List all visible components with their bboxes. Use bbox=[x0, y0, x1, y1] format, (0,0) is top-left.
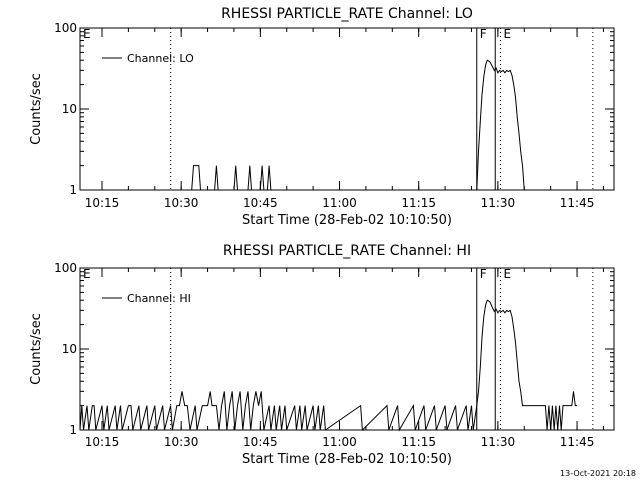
x-tick-label: 11:15 bbox=[401, 196, 436, 210]
chart-panel-1: RHESSI PARTICLE_RATE Channel: HI 1 10 100 10… bbox=[29, 243, 615, 467]
x-tick-label: 11:15 bbox=[401, 435, 436, 449]
x-tick-label: 10:30 bbox=[164, 435, 199, 449]
x-tick-label: 11:30 bbox=[481, 196, 516, 210]
x-tick-label: 10:45 bbox=[243, 196, 278, 210]
x-tick-label: 10:15 bbox=[85, 435, 120, 449]
x-tick-label: 11:30 bbox=[481, 435, 516, 449]
x-tick-label: 11:00 bbox=[322, 435, 357, 449]
event-marker-label: E bbox=[83, 27, 91, 41]
x-tick-label: 10:30 bbox=[164, 196, 199, 210]
x-axis-label: Start Time (28-Feb-02 10:10:50) bbox=[242, 452, 452, 467]
y-tick-label: 1 bbox=[69, 423, 77, 437]
y-tick-label: 10 bbox=[62, 342, 77, 356]
y-axis-label: Counts/sec bbox=[29, 313, 44, 385]
event-marker-label: F bbox=[480, 27, 487, 41]
x-tick-label: 10:15 bbox=[85, 196, 120, 210]
x-tick-label: 10:45 bbox=[243, 435, 278, 449]
event-marker-label: F bbox=[480, 267, 487, 281]
x-tick-label: 11:45 bbox=[560, 196, 595, 210]
x-axis-label: Start Time (28-Feb-02 10:10:50) bbox=[242, 213, 452, 228]
y-tick-label: 100 bbox=[54, 261, 77, 275]
chart-title: RHESSI PARTICLE_RATE Channel: HI bbox=[223, 243, 471, 259]
event-marker-label: E bbox=[83, 267, 91, 281]
event-marker-label: E bbox=[504, 27, 512, 41]
x-tick-label: 11:45 bbox=[560, 435, 595, 449]
legend-label: Channel: HI bbox=[127, 292, 191, 305]
plot-timestamp: 13-Oct-2021 20:18 bbox=[560, 469, 636, 478]
event-marker-label: E bbox=[504, 267, 512, 281]
y-tick-label: 100 bbox=[54, 21, 77, 35]
chart-panel-0: RHESSI PARTICLE_RATE Channel: LO 1 10 100 10… bbox=[29, 6, 615, 228]
y-tick-label: 1 bbox=[69, 183, 77, 197]
chart-title: RHESSI PARTICLE_RATE Channel: LO bbox=[221, 6, 473, 22]
series-line bbox=[80, 59, 525, 191]
legend-label: Channel: LO bbox=[127, 52, 194, 65]
y-axis-label: Counts/sec bbox=[29, 73, 44, 145]
y-tick-label: 10 bbox=[62, 102, 77, 116]
x-tick-label: 11:00 bbox=[322, 196, 357, 210]
series-line bbox=[79, 299, 578, 432]
